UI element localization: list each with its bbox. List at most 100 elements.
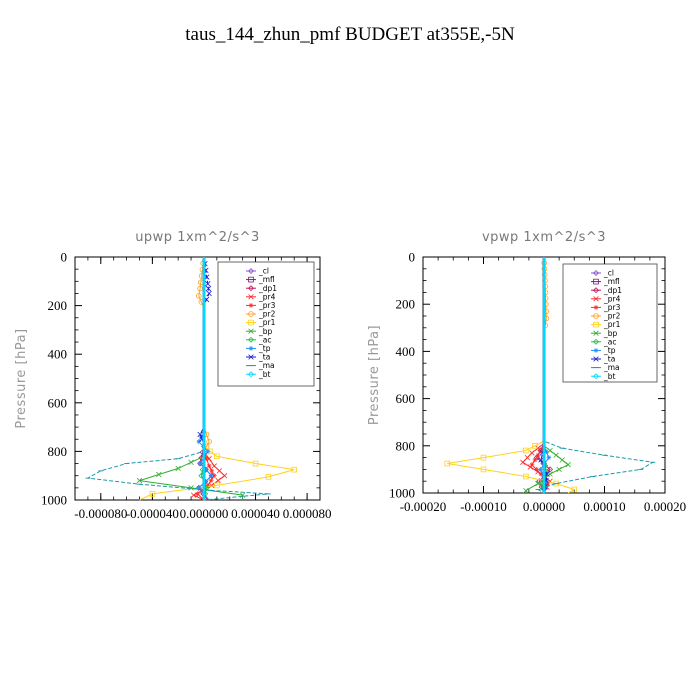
legend-item_bt: _bt [246,370,271,379]
data-point [265,474,272,480]
legend-item_cl: _cl [591,269,614,278]
legend: _cl_mfl_dp1_pr4_pr3_pr2_pr1_bp_ac_tp_ta_… [217,261,315,387]
legend-item_pr1: _pr1 [591,320,621,329]
data-point [538,471,544,477]
data-point [205,285,212,292]
legend-marker [248,328,254,334]
x-tick-label: -0.00010 [460,499,507,514]
legend-item_dp1: _dp1 [591,286,622,295]
panel-title: upwp 1xm^2/s^3 [135,230,260,245]
legend-marker [248,294,254,300]
panel-title: vpwp 1xm^2/s^3 [482,230,606,245]
x-tick-label: 0.00000 [523,499,565,514]
data-point [480,466,487,473]
data-point [208,478,214,483]
data-point [211,473,217,479]
legend-label: _dp1 [258,284,277,293]
legend-marker [593,278,599,285]
data-point [188,485,194,491]
data-point [544,449,549,455]
legend-item_tp: _tp [246,344,271,353]
legend-marker [248,276,254,283]
data-point [209,468,215,474]
legend-label: _tp [258,344,271,353]
series_pr1 [444,257,578,494]
series-line [536,257,655,494]
data-point [547,466,554,473]
y-tick-label: 1000 [389,486,415,501]
data-point [197,285,203,292]
legend-item_ta: _ta [591,355,615,364]
data-point [188,459,194,466]
y-tick-label: 800 [396,438,416,453]
data-point [175,465,181,472]
y-tick-label: 1000 [41,493,67,508]
legend-label: _mfl [603,277,620,286]
data-point [206,463,212,469]
legend-label: _pr4 [258,292,276,301]
legend-label: _bp [258,327,273,336]
legend-item_mfl: _mfl [246,275,275,284]
data-point [520,459,526,466]
series_bp [523,257,571,494]
legend-label: _bt [258,370,271,379]
data-point [571,486,578,493]
legend-marker [593,356,599,362]
legend-label: _pr3 [603,303,621,312]
data-point [444,460,450,467]
data-point [544,471,550,477]
data-point [205,483,211,488]
data-point [214,482,220,489]
data-point [156,471,162,478]
data-point [136,477,143,484]
series-line [447,257,576,494]
legend-label: _pr1 [603,320,621,329]
legend-marker [248,346,254,351]
x-tick-label: -0.00020 [400,499,447,514]
legend-marker [248,371,254,378]
legend-marker [593,348,599,353]
legend-label: _bt [603,372,616,381]
legend-item_ac: _ac [246,335,271,344]
legend-label: _pr2 [258,310,276,319]
legend-item_bp: _bp [246,327,273,336]
legend-item_pr3: _pr3 [246,301,276,310]
data-point [206,290,212,297]
data-point [529,462,535,468]
legend-box [217,261,315,387]
legend-item_ac: _ac [591,337,616,346]
y-tick-label: 800 [48,444,68,459]
data-point [523,447,529,454]
legend-item_cl: _cl [246,267,269,276]
data-point [565,461,571,468]
x-tick-label: -0.000040 [126,506,179,521]
legend-item_pr3: _pr3 [591,303,621,312]
data-point [532,457,538,463]
data-point [524,454,531,461]
data-point [537,467,543,472]
legend-marker [593,296,599,302]
panel-2: vpwp 1xm^2/s^3 Pressure [hPa] 0 200 400 600 80… [367,230,686,514]
data-point [149,491,156,497]
data-point [523,487,529,494]
data-point [196,485,202,491]
legend-label: _ac [258,335,271,344]
x-tick-label: -0.000080 [74,506,127,521]
data-point [546,455,552,460]
legend-item_ma: _ma [246,361,275,370]
series-line [86,257,269,501]
legend-label: _dp1 [603,286,622,295]
legend-label: _cl [258,267,269,276]
data-point [221,473,228,479]
legend-marker [593,287,599,294]
data-point [196,439,202,445]
data-point [195,293,202,299]
legend-marker [593,321,599,328]
x-tick-label: 0.000000 [180,506,229,521]
legend: _cl_mfl_dp1_pr4_pr3_pr2_pr1_bp_ac_tp_ta_… [562,263,658,383]
legend-label: _pr1 [258,318,276,327]
data-point [538,457,544,463]
panel-1: upwp 1xm^2/s^3 Pressure [hPa] 0 200 400 600 80… [14,230,331,521]
data-point [532,442,538,449]
figure-title: taus_144_zhun_pmf BUDGET at355E,-5N [185,24,515,45]
